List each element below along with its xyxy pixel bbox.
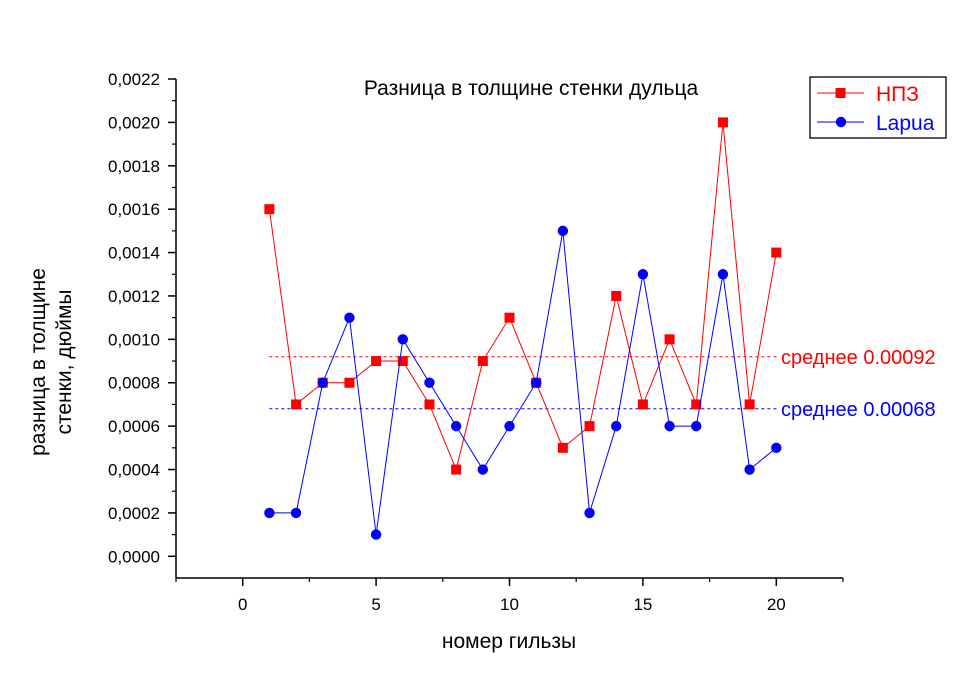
data-point-npz <box>344 377 355 388</box>
data-point-lapua <box>317 377 328 388</box>
data-point-npz <box>451 464 462 475</box>
y-tick-label: 0,0012 <box>108 287 160 306</box>
data-point-npz <box>664 334 675 345</box>
y-axis-label: разница в толщине стенки, дюймы <box>27 268 76 456</box>
y-tick-label: 0,0014 <box>108 244 160 263</box>
data-point-lapua <box>557 225 569 237</box>
data-point-lapua <box>397 334 408 345</box>
y-axis-label-line-2: стенки, дюймы <box>53 289 76 434</box>
y-tick-label: 0,0022 <box>108 70 160 89</box>
data-point-lapua <box>664 420 675 432</box>
data-point-npz <box>584 421 595 432</box>
legend-item-lapua: Lapua <box>817 112 935 135</box>
y-tick-label: 0,0000 <box>108 547 160 566</box>
data-point-npz <box>504 312 515 323</box>
data-point-npz <box>477 356 488 367</box>
legend-marker-lapua <box>835 116 847 128</box>
data-point-npz <box>397 356 408 367</box>
data-point-lapua <box>611 420 622 432</box>
axes: 0,0000 0,0002 0,0004 0,0006 0,0008 0,0010 0,00… <box>108 70 844 614</box>
y-tick-label: 0,0004 <box>108 461 160 480</box>
mean-label-lapua: среднее 0.00068 <box>781 399 936 421</box>
data-point-lapua <box>424 377 435 388</box>
data-point-npz <box>744 399 755 410</box>
data-point-lapua <box>344 312 355 323</box>
x-tick-label: 10 <box>500 595 519 614</box>
data-point-npz <box>424 399 435 410</box>
data-point-npz <box>691 399 702 410</box>
data-point-npz <box>637 399 648 410</box>
series-line-npz <box>268 122 777 472</box>
x-axis-label: номер гильзы <box>442 630 576 653</box>
data-point-lapua <box>530 377 542 388</box>
data-point-npz <box>717 117 728 128</box>
data-point-lapua <box>744 464 755 475</box>
legend-item-npz: НПЗ <box>817 83 919 106</box>
x-tick-label: 5 <box>371 595 380 614</box>
x-tick-label: 20 <box>767 595 786 614</box>
data-point-lapua <box>264 507 275 519</box>
x-tick-label: 15 <box>633 595 652 614</box>
data-point-lapua <box>691 420 702 432</box>
mean-label-npz: среднее 0.00092 <box>781 347 936 369</box>
data-point-npz <box>371 356 382 367</box>
data-point-npz <box>264 204 275 215</box>
legend-marker-npz <box>835 88 846 98</box>
series-layer <box>264 117 782 540</box>
y-tick-label: 0,0006 <box>108 417 160 436</box>
data-point-lapua <box>584 507 595 519</box>
legend-box <box>809 76 947 139</box>
data-point-lapua <box>504 420 515 432</box>
data-point-npz <box>611 290 622 301</box>
y-tick-label: 0,0002 <box>108 504 160 523</box>
data-point-lapua <box>477 464 489 475</box>
y-tick-label: 0,0018 <box>108 157 160 176</box>
y-axis-label-line-1: разница в толщине <box>27 268 50 456</box>
y-tick-label: 0,0010 <box>108 330 160 349</box>
data-point-lapua <box>290 507 302 519</box>
data-point-npz <box>557 442 568 453</box>
data-point-npz <box>291 399 302 410</box>
legend-label-npz: НПЗ <box>876 83 919 106</box>
data-point-lapua <box>370 529 382 540</box>
data-point-lapua <box>450 420 462 432</box>
data-point-lapua <box>717 269 729 280</box>
legend-label-lapua: Lapua <box>876 112 935 135</box>
chart-title: Разница в толщине стенки дульца <box>364 77 699 100</box>
legend: НПЗ Lapua <box>809 76 947 139</box>
data-point-lapua <box>771 442 782 454</box>
data-point-npz <box>771 247 782 258</box>
y-tick-label: 0,0016 <box>108 200 160 219</box>
series-npz <box>264 117 782 475</box>
y-tick-label: 0,0008 <box>108 374 160 393</box>
data-point-lapua <box>637 269 649 280</box>
y-tick-label: 0,0020 <box>108 113 160 132</box>
series-lapua <box>264 225 782 540</box>
x-tick-label: 0 <box>238 595 247 614</box>
